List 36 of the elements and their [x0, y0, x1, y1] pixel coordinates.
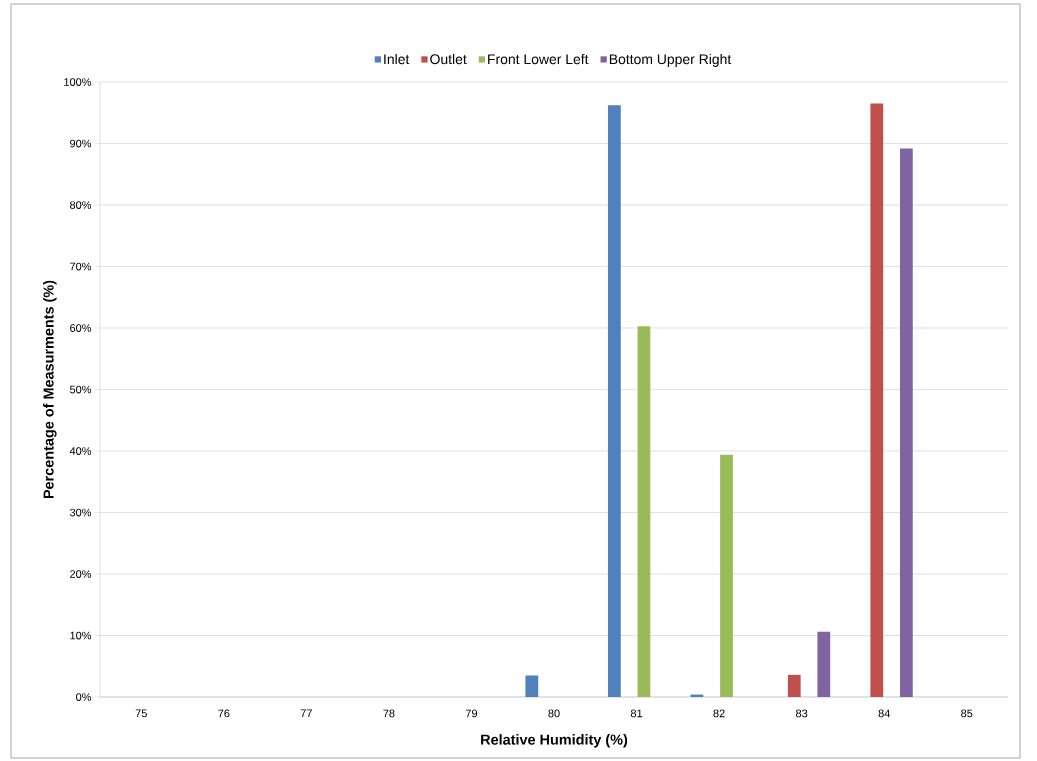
bar	[637, 326, 651, 697]
y-tick-label: 90%	[70, 139, 92, 148]
bar	[787, 674, 801, 697]
x-tick-label: 80	[548, 709, 560, 718]
bar	[607, 105, 621, 697]
legend-label: Bottom Upper Right	[609, 53, 732, 67]
y-tick-label: 50%	[69, 385, 92, 394]
bar	[525, 675, 539, 697]
x-tick-label: 81	[630, 709, 643, 718]
x-tick-label: 76	[218, 709, 230, 718]
legend-label: Outlet	[430, 53, 467, 65]
x-tick-label: 75	[135, 709, 147, 718]
y-tick-label: 30%	[69, 508, 92, 517]
bar	[870, 103, 884, 697]
y-tick-label: 20%	[70, 570, 92, 578]
x-tick-label: 79	[465, 709, 478, 718]
x-tick-label: 85	[961, 709, 973, 718]
bar	[817, 631, 831, 697]
y-tick-label: 40%	[69, 447, 92, 455]
y-tick-label: 100%	[64, 78, 92, 86]
y-tick-label: 0%	[76, 693, 92, 701]
legend-label: Front Lower Left	[488, 53, 589, 65]
legend-label: Inlet	[384, 53, 410, 65]
bar	[899, 148, 913, 697]
y-tick-label: 80%	[70, 201, 92, 209]
x-tick-label: 77	[300, 709, 312, 718]
x-tick-label: 82	[713, 709, 725, 718]
x-tick-label: 83	[796, 709, 808, 718]
x-axis-title: Relative Humidity (%)	[481, 734, 628, 748]
x-tick-label: 78	[383, 709, 395, 718]
y-tick-label: 10%	[70, 631, 92, 640]
bar	[720, 454, 733, 697]
x-tick-label: 84	[878, 709, 890, 718]
y-axis-title: Percentage of Measurments (%)	[43, 280, 57, 499]
y-tick-label: 70%	[70, 262, 92, 271]
y-tick-label: 60%	[70, 324, 92, 332]
